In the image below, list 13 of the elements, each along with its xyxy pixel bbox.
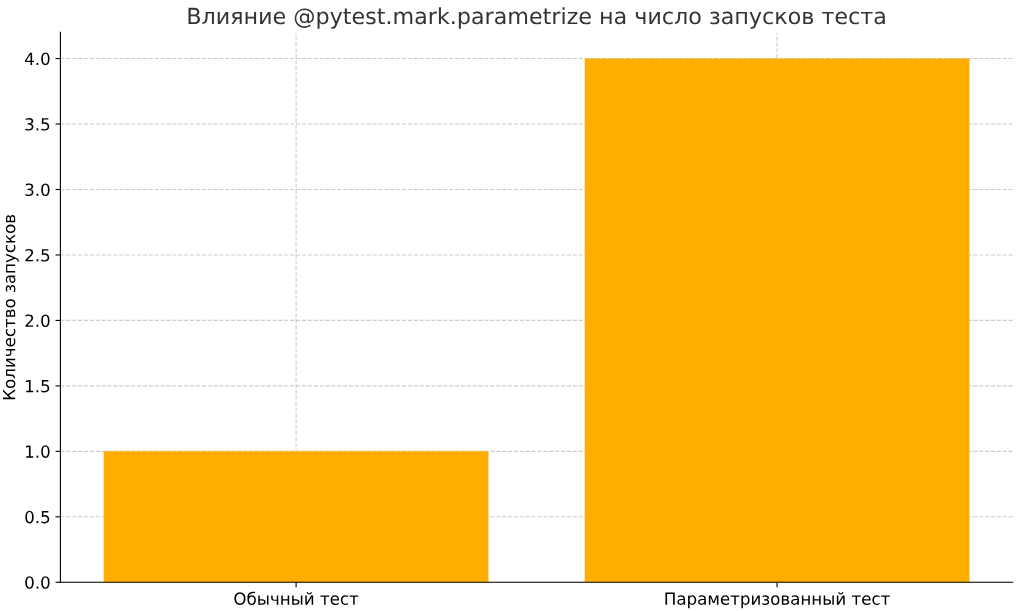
y-tick-label: 1.5 (26, 380, 50, 393)
y-axis-title: Количество запусков (3, 214, 19, 400)
y-tick-label: 4.0 (25, 52, 50, 66)
y-tick-label: 0.0 (25, 576, 50, 589)
x-tick-label: Обычный тест (234, 591, 359, 605)
y-tick-label: 2.5 (25, 248, 50, 262)
x-tick-label: Параметризованный тест (665, 592, 890, 609)
y-tick-label: 3.0 (25, 183, 50, 197)
y-tick-label: 1.0 (26, 445, 50, 458)
chart-title: Влияние @pytest.mark.parametrize на число запусков теста (188, 7, 885, 29)
y-tick-label: 2.0 (25, 314, 50, 327)
y-tick-label: 0.5 (25, 510, 50, 524)
y-tick-label: 3.5 (25, 118, 50, 131)
